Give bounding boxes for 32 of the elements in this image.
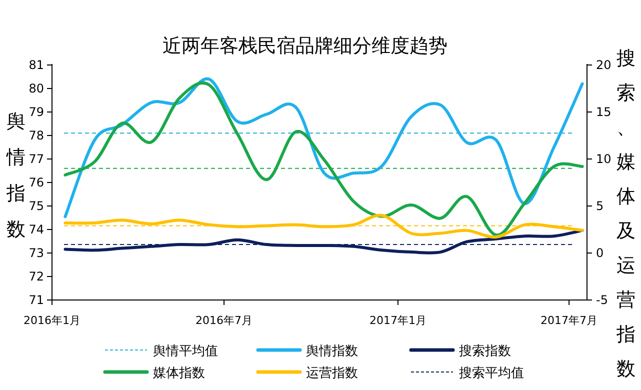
line-series <box>64 214 584 239</box>
x-tick-label: 2017年1月 <box>369 314 426 327</box>
y-tick-label: 74 <box>28 222 44 236</box>
x-tick-label: 2017年7月 <box>540 314 598 327</box>
text: 搜索、媒体及运营指数 <box>616 47 636 380</box>
y-tick-label: 79 <box>28 105 44 119</box>
y-axis-title: 舆情指数 <box>6 110 26 241</box>
legend-label: 舆情平均值 <box>153 344 218 359</box>
legend-label: 媒体指数 <box>153 366 205 381</box>
y2-tick-label: 0 <box>596 246 604 260</box>
x-tick-label: 2016年7月 <box>196 314 253 327</box>
y-tick-label: 73 <box>28 246 44 260</box>
y-tick-label: 76 <box>28 176 44 190</box>
y-tick-label: 81 <box>28 58 44 72</box>
chart-title: 近两年客栈民宿品牌细分维度趋势 <box>162 35 448 57</box>
y2-tick-label: -5 <box>596 293 608 307</box>
y-tick-label: 71 <box>28 293 44 307</box>
y-tick-label: 80 <box>28 82 44 96</box>
legend-label: 搜索指数 <box>459 344 511 359</box>
legend-label: 搜索平均值 <box>459 366 524 381</box>
y-tick-label: 72 <box>28 270 44 284</box>
y-tick-label: 78 <box>28 128 44 142</box>
y2-tick-label: 5 <box>596 199 604 213</box>
x-tick-label: 2016年1月 <box>24 314 80 327</box>
y2-tick-label: 20 <box>596 58 612 72</box>
legend-label: 舆情指数 <box>306 344 358 359</box>
legend-label: 运营指数 <box>306 366 358 381</box>
y-tick-label: 77 <box>28 152 44 166</box>
y2-tick-label: 10 <box>596 152 612 166</box>
y-tick-label: 75 <box>28 199 44 213</box>
line-series <box>64 228 584 254</box>
y2-tick-label: 15 <box>596 105 612 119</box>
